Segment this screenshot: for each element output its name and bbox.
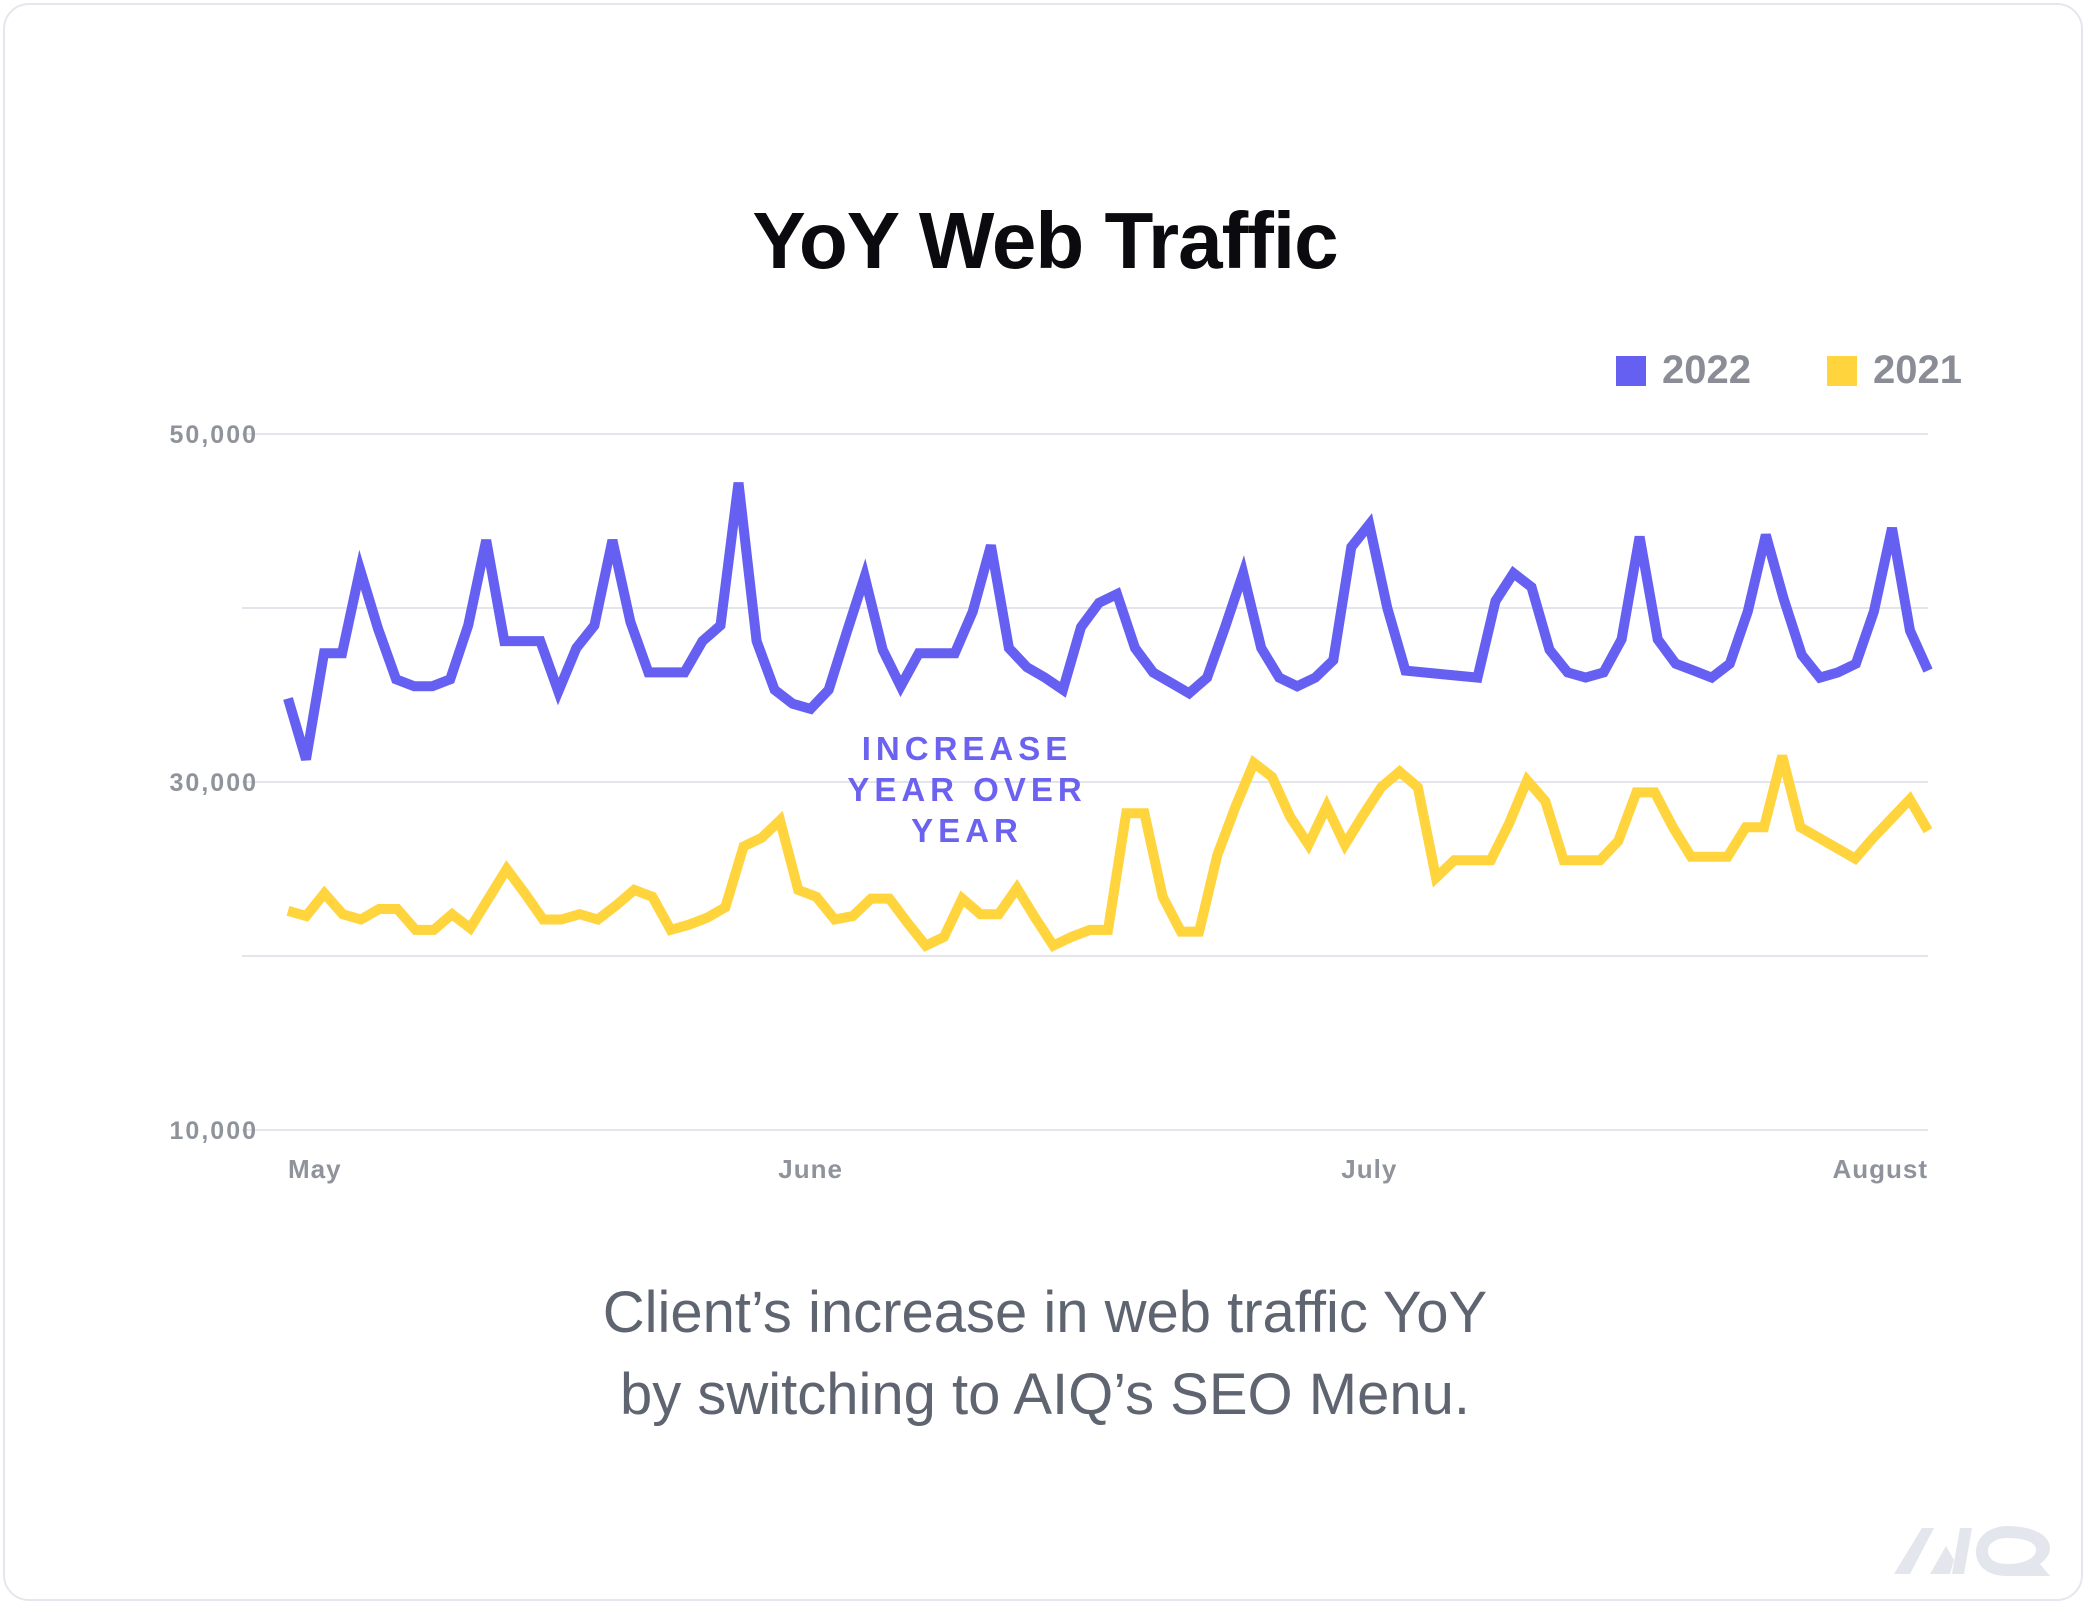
annotation-line-2: YEAR OVER (847, 771, 1086, 808)
chart-annotation: INCREASE YEAR OVER YEAR (847, 730, 1086, 849)
legend-label-2021: 2021 (1873, 348, 1962, 392)
aiq-logo-icon (1894, 1526, 2050, 1576)
series-line-2021 (286, 754, 1933, 952)
x-tick-label: August (1832, 1154, 1928, 1184)
chart-caption: Client’s increase in web traffic YoY by … (0, 1272, 2090, 1436)
y-tick-label: 10,000 (170, 1117, 258, 1145)
chart-series (283, 482, 1933, 952)
caption-line-1: Client’s increase in web traffic YoY (602, 1280, 1488, 1345)
legend-item-2021[interactable]: 2021 (1827, 348, 1962, 393)
y-tick-label: 30,000 (170, 769, 258, 797)
series-line-2022 (283, 482, 1933, 761)
annotation-line-1: INCREASE (862, 730, 1073, 767)
chart-card (3, 3, 2083, 1601)
chart-gridlines (242, 433, 1928, 1131)
annotation-line-3: YEAR (911, 812, 1023, 849)
chart-legend: 2022 2021 (1616, 348, 1962, 393)
legend-swatch-2022 (1616, 355, 1647, 386)
x-tick-label: June (778, 1154, 843, 1184)
x-tick-label: July (1341, 1154, 1397, 1184)
chart-title: YoY Web Traffic (752, 196, 1338, 285)
legend-swatch-2021 (1827, 355, 1858, 386)
caption-line-2: by switching to AIQ’s SEO Menu. (620, 1362, 1470, 1427)
x-axis: May June July August (288, 1154, 1928, 1184)
legend-label-2022: 2022 (1662, 348, 1752, 392)
legend-item-2022[interactable]: 2022 (1616, 348, 1751, 393)
y-tick-label: 50,000 (170, 421, 258, 449)
x-tick-label: May (288, 1154, 342, 1184)
y-axis: 50,000 30,000 10,000 (170, 421, 258, 1145)
